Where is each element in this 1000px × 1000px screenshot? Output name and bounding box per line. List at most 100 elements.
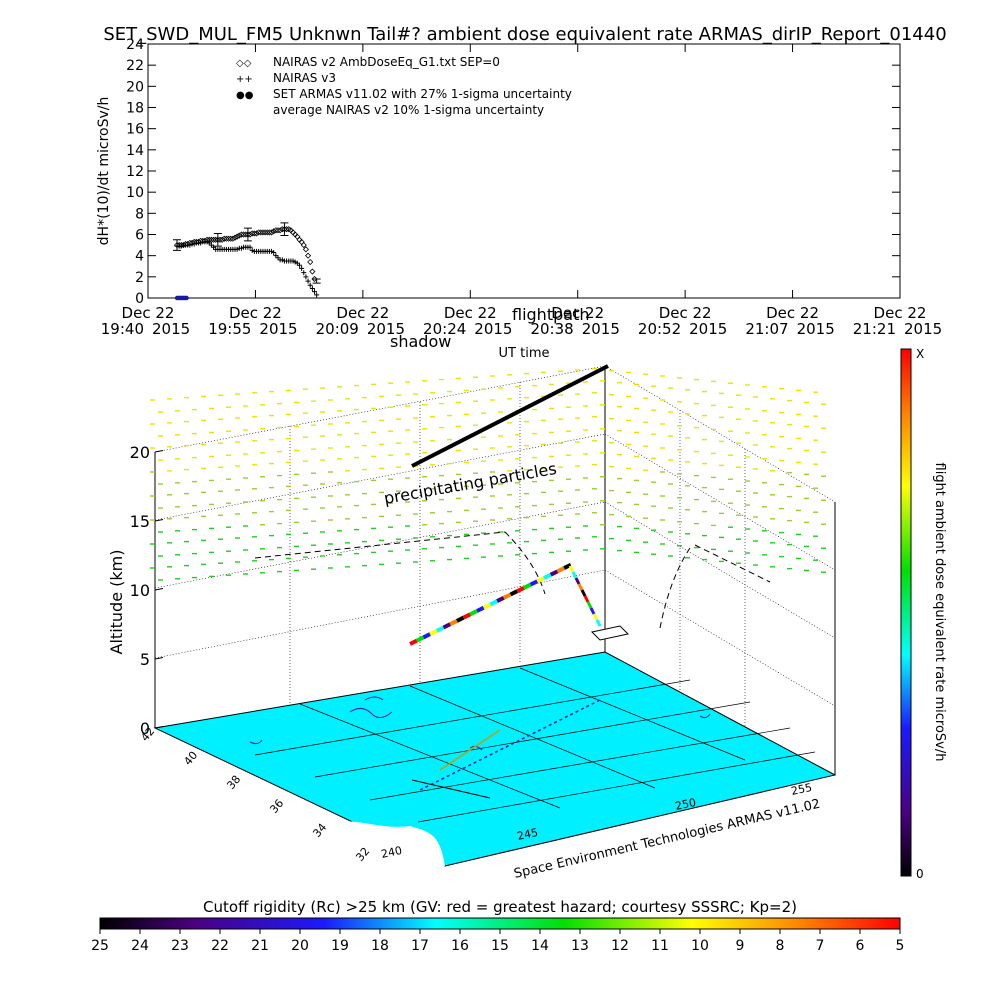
legend: ◇◇ NAIRAS v2 AmbDoseEq_G1.txt SEP=0 ++ NAIR…: [236, 55, 572, 117]
cutoff-tick-label: 14: [531, 938, 549, 954]
ocean-region: [330, 821, 445, 866]
nairas-v2-point: [302, 246, 309, 253]
colored-flight-segment: [529, 579, 539, 587]
dose-colorbar: [900, 348, 912, 877]
x-tick-year: 2015: [689, 320, 727, 338]
x-tick-date: Dec 22: [874, 304, 927, 322]
error-bar: [280, 222, 289, 237]
z-tick-mark: [154, 519, 164, 522]
lon-tick-label: 245: [516, 826, 539, 843]
colored-flight-segment: [583, 595, 590, 603]
time-series-chart: dH*(10)/dt microSv/h UT time shadow flig…: [96, 37, 942, 361]
particles-annotation: precipitating particles: [382, 459, 558, 508]
error-bar: [312, 278, 321, 284]
error-bar: [243, 227, 252, 242]
cutoff-colorbar: [99, 917, 901, 930]
y-tick-label: 10: [126, 185, 144, 201]
z-tick-label: 20: [130, 443, 150, 462]
chart-title: SET_SWD_MUL_FM5 Unknwn Tail#? ambient do…: [103, 24, 946, 45]
cutoff-tick-label: 13: [571, 938, 589, 954]
cutoff-tick-label: 17: [411, 938, 429, 954]
z-tick-mark: [154, 657, 164, 660]
nairas-v2-point: [210, 236, 217, 243]
nairas-v3-point: [247, 244, 253, 250]
nairas-v2-point: [305, 252, 312, 259]
y-tick-label: 6: [135, 228, 144, 244]
colored-flight-segment: [489, 599, 498, 607]
x-tick-time: 19:55: [208, 320, 251, 338]
error-bar: [173, 239, 182, 251]
cutoff-tick-label: 8: [776, 938, 785, 954]
nairas-v3-point: [309, 285, 315, 291]
colored-flight-segment: [543, 572, 552, 580]
legend-symbol: ◇◇: [236, 58, 252, 69]
colored-flight-path: [409, 563, 602, 646]
colored-flight-segment: [435, 625, 445, 633]
x-tick-date: Dec 22: [122, 304, 175, 322]
z-tick-label: 0: [140, 719, 150, 738]
y-axis-label: dH*(10)/dt microSv/h: [96, 97, 112, 246]
x-tick-time: 19:40: [101, 320, 144, 338]
colored-flight-segment: [469, 609, 478, 617]
colored-flight-segment: [442, 622, 452, 630]
nairas-v2-point: [240, 231, 247, 238]
upper-flight-line: [411, 364, 609, 468]
x-tick-year: 2015: [152, 320, 190, 338]
colored-flight-segment: [415, 635, 425, 643]
x-tick-time: 20:52: [638, 320, 681, 338]
nairas-v3-point: [314, 292, 320, 298]
colored-flight-segment: [580, 589, 587, 597]
nairas-v3-point: [299, 265, 305, 271]
x-tick-time: 20:24: [423, 320, 466, 338]
x-tick-year: 2015: [474, 320, 512, 338]
nairas-v2-point: [221, 235, 228, 242]
colored-flight-segment: [549, 569, 559, 577]
nairas-v2-point: [225, 235, 232, 242]
cutoff-tick-label: 23: [171, 938, 189, 954]
cutoff-tick-label: 10: [691, 938, 709, 954]
colored-flight-segment: [536, 576, 545, 584]
colored-flight-segment: [496, 596, 505, 603]
plot-frame: [147, 43, 901, 299]
lat-tick-label: 34: [310, 821, 329, 840]
colored-flight-segment: [574, 577, 581, 585]
nairas-v2-point: [229, 235, 236, 242]
cutoff-tick-label: 21: [251, 938, 269, 954]
z-tick-label: 5: [140, 650, 150, 669]
nairas-v2-point: [234, 233, 241, 240]
z-tick-group: 0 5 10 15 20: [130, 443, 164, 738]
z-axis-label: Altitude (km): [107, 550, 126, 655]
y-tick-label: 24: [126, 37, 144, 53]
lat-tick-label: 38: [224, 773, 243, 792]
lat-tick-label: 32: [353, 845, 372, 864]
legend-label: average NAIRAS v2 10% 1-sigma uncertaint…: [273, 103, 544, 117]
x-tick-year: 2015: [904, 320, 942, 338]
colored-flight-segment: [476, 605, 485, 613]
y-tick-label: 2: [135, 270, 144, 286]
nairas-v2-point: [238, 231, 245, 238]
cutoff-tick-label: 9: [736, 938, 745, 954]
colored-flight-segment: [429, 629, 438, 636]
nairas-v2-point: [264, 229, 271, 236]
x-tick-year: 2015: [259, 320, 297, 338]
cutoff-tick-label: 15: [491, 938, 509, 954]
map-floor: [153, 651, 837, 867]
z-tick-mark: [154, 588, 164, 591]
colorbar-max-label: X: [916, 347, 924, 361]
nairas-v2-point: [300, 242, 307, 249]
cutoff-tick-label: 24: [131, 938, 149, 954]
x-tick-date: Dec 22: [444, 304, 497, 322]
x-tick-date: Dec 22: [336, 304, 389, 322]
colored-flight-segment: [456, 615, 465, 623]
y-tick-label: 8: [135, 206, 144, 222]
x-tick-date: Dec 22: [551, 304, 604, 322]
colored-flight-segment: [482, 602, 492, 610]
nairas-v3-point: [303, 274, 309, 280]
nairas-v2-point: [268, 229, 275, 236]
colored-flight-segment: [563, 563, 572, 570]
cutoff-scale-label: Cutoff rigidity (Rc) >25 km (GV: red = g…: [203, 898, 797, 916]
nairas-v3-point: [271, 249, 277, 255]
cutoff-tick-label: 20: [291, 938, 309, 954]
y-tick-label: 16: [126, 122, 144, 138]
